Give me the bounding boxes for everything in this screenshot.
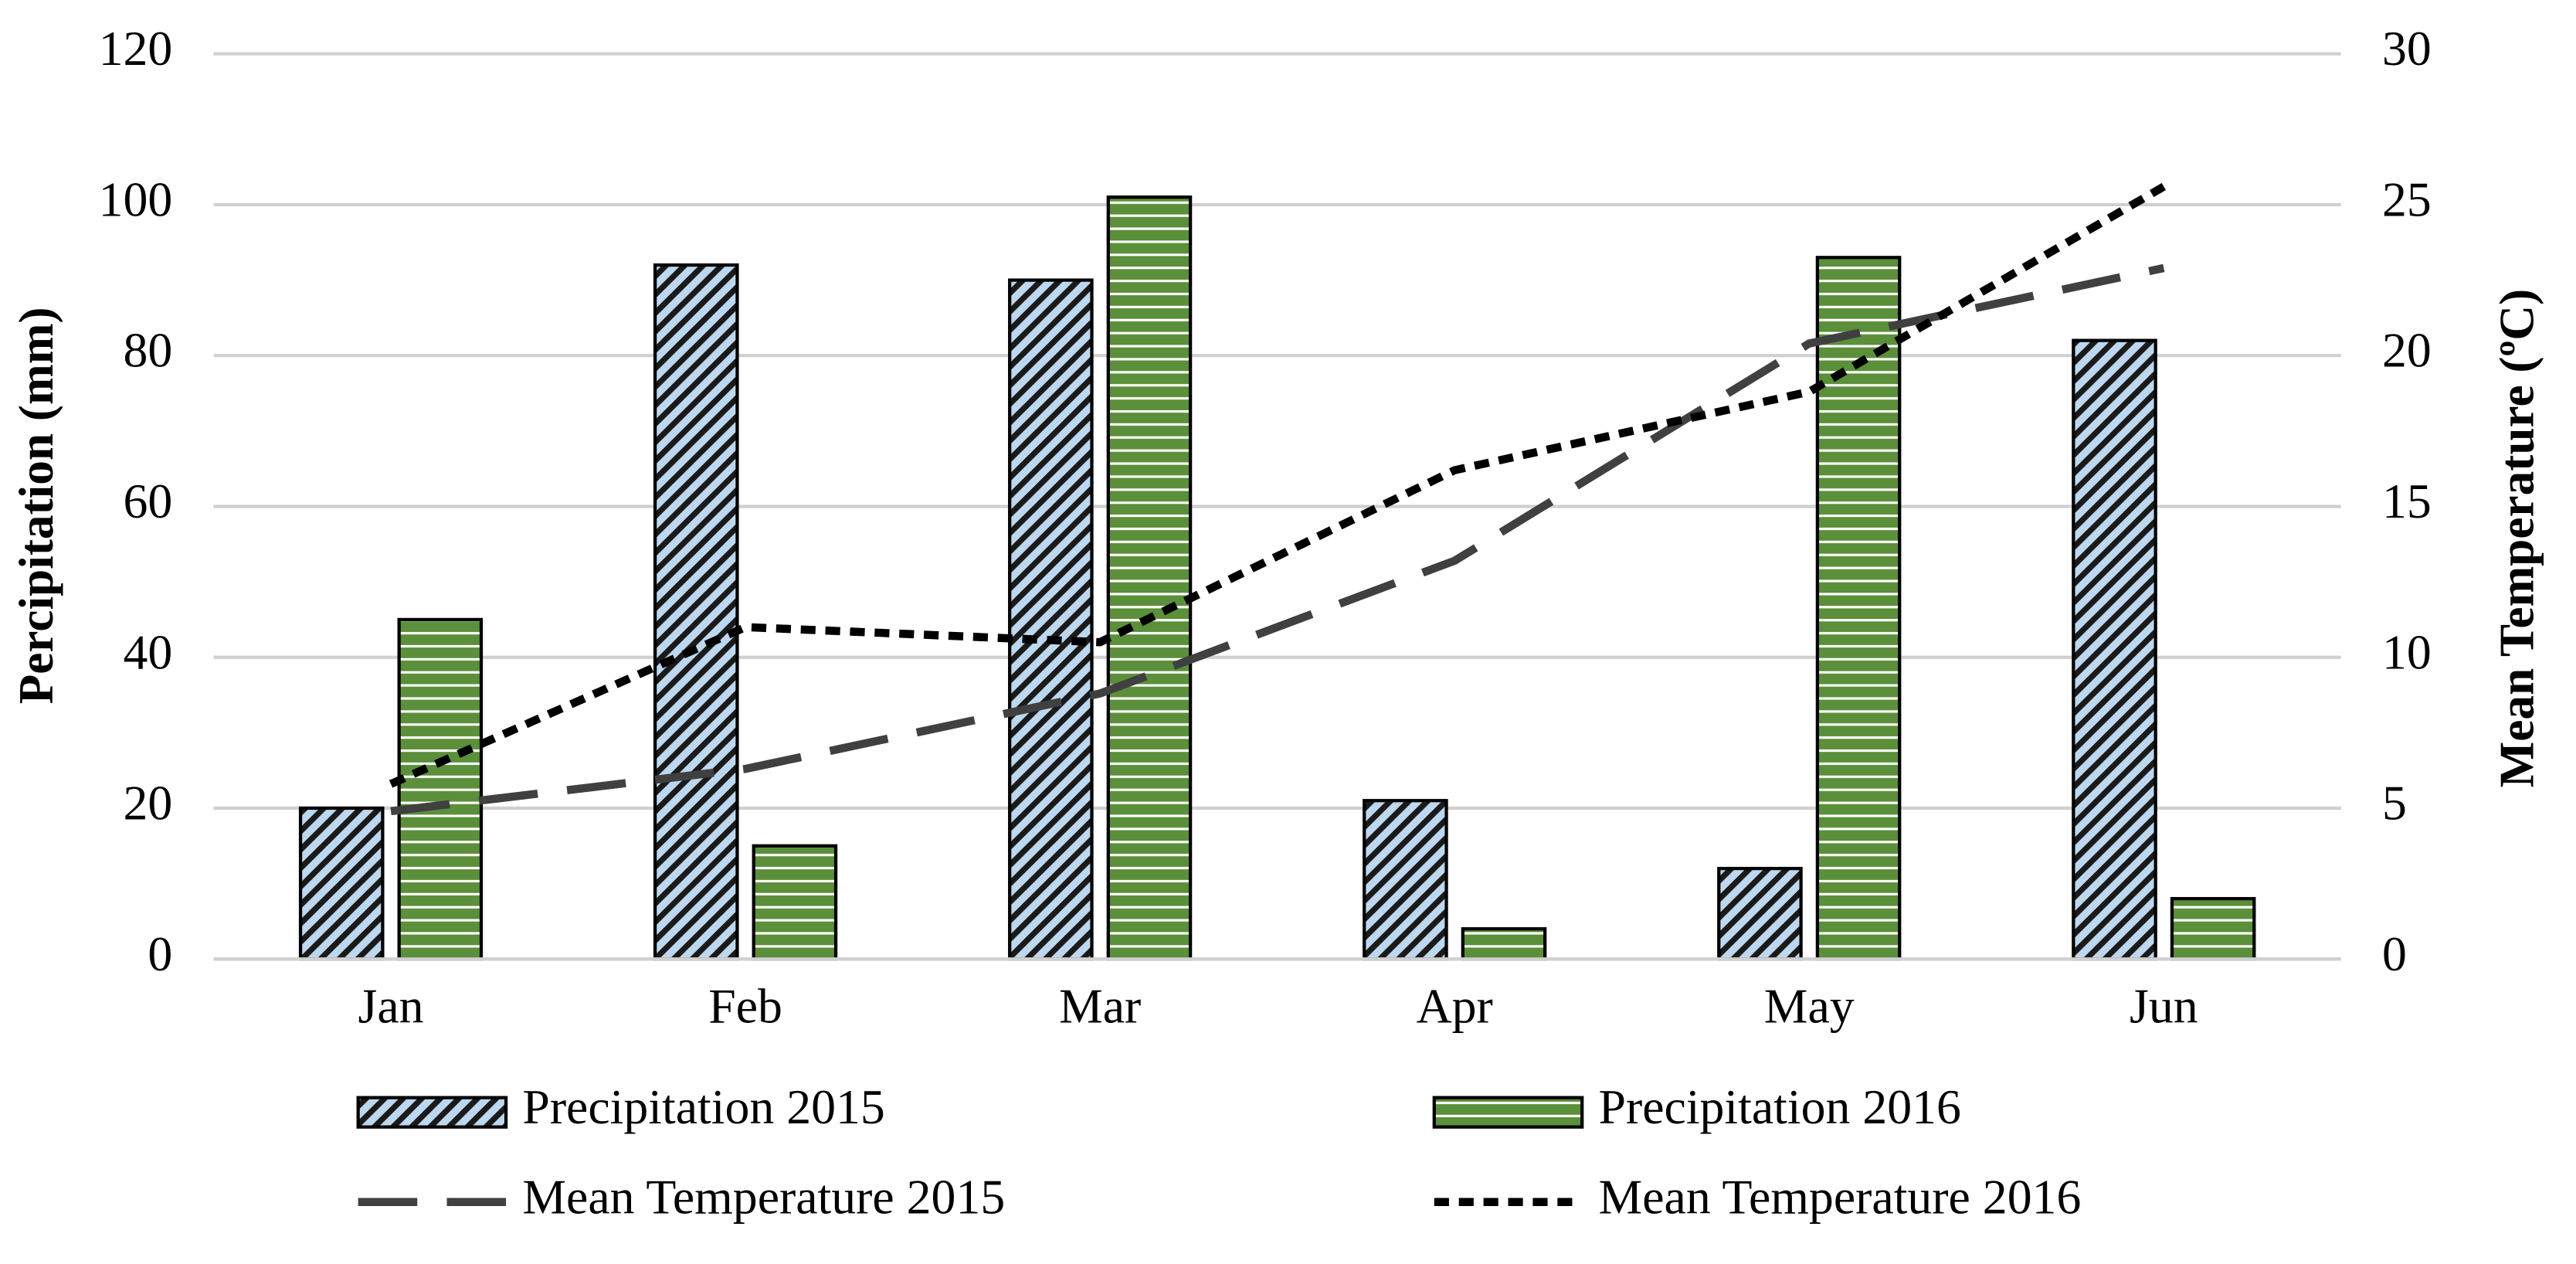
y2-tick-label: 25 [2382,172,2432,227]
y-tick-label: 100 [99,172,173,227]
bar [1363,799,1448,961]
y2-axis-title: Mean Temperature (ºC) [2489,289,2544,788]
x-tick-label: Jan [358,979,424,1034]
bar [298,806,385,961]
bar [2170,897,2256,961]
x-tick-label: May [1764,979,1855,1034]
legend-swatch [1432,1096,1584,1129]
y-axis-title: Percipitation (mm) [8,307,63,704]
legend-label: Precipitation 2015 [522,1079,884,1134]
bar [1461,927,1547,961]
line [389,182,2166,788]
x-tick-label: Apr [1417,979,1493,1034]
bar [397,617,484,961]
y2-tick-label: 15 [2382,474,2432,528]
y2-tick-label: 30 [2382,21,2432,76]
legend-swatch [356,1096,508,1129]
legend-label: Precipitation 2016 [1598,1079,1960,1134]
x-tick-label: Feb [708,979,782,1034]
bar [653,263,739,961]
bar [752,844,838,961]
legend-label: Mean Temperature 2016 [1598,1170,2081,1225]
bar [1717,866,1803,961]
bar [1106,195,1193,961]
y-tick-label: 0 [148,926,172,981]
x-tick-label: Mar [1059,979,1141,1034]
bar [2072,338,2157,961]
y2-tick-label: 10 [2382,624,2432,679]
y2-tick-label: 0 [2382,926,2407,981]
y-tick-label: 20 [124,776,173,831]
legend-label: Mean Temperature 2015 [522,1170,1005,1225]
y-tick-label: 120 [99,21,173,76]
y-tick-label: 60 [124,474,173,528]
x-tick-label: Jun [2130,979,2198,1034]
y-tick-label: 80 [124,323,173,378]
y-tick-label: 40 [124,624,173,679]
y2-tick-label: 5 [2382,776,2407,831]
y2-tick-label: 20 [2382,323,2432,378]
bar [1008,278,1094,961]
line [390,263,2165,816]
